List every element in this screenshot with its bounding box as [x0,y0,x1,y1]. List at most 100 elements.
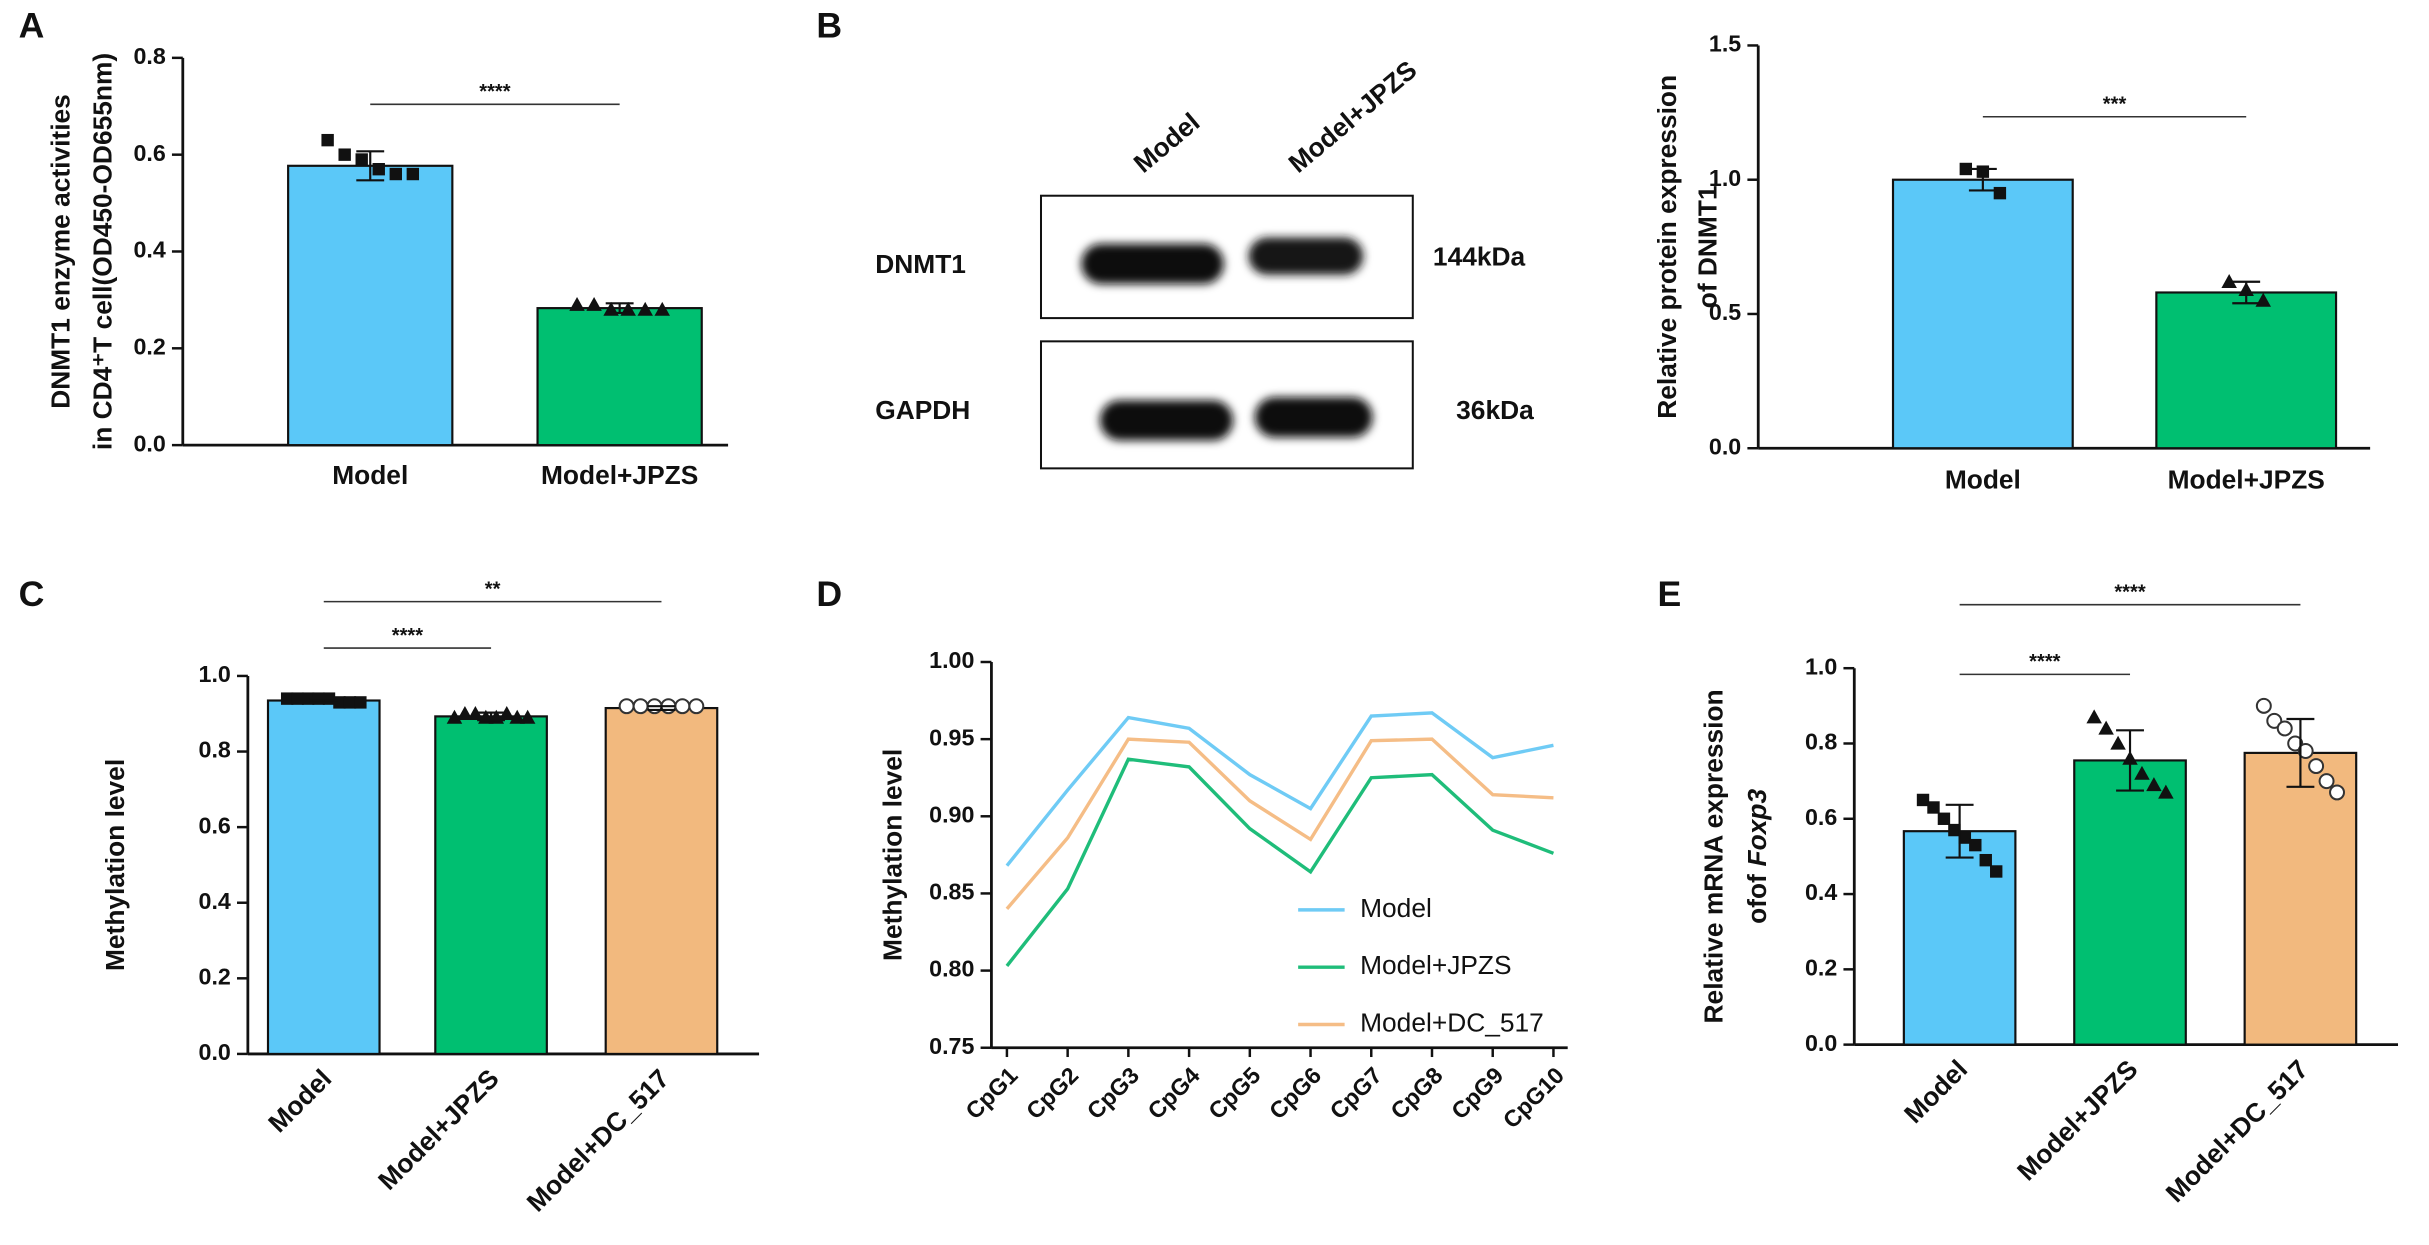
point [280,692,294,705]
point [688,698,705,715]
error-bar [647,705,676,712]
point [2158,784,2174,799]
y-tick-label: 1.0 [1805,653,1837,679]
y-tick-label: 0.8 [1805,729,1837,755]
error-bar [605,302,634,315]
bar [1902,830,2017,1046]
line [1005,757,1555,968]
point [446,709,463,724]
point [467,705,484,720]
size-label: 144kDa [1433,241,1526,271]
point [372,162,385,176]
y-tick-label: 0.75 [929,1033,974,1059]
point [1959,162,1973,176]
point [2146,777,2162,792]
point [569,296,585,311]
y-axis-label: Methylation level [878,749,908,961]
point [389,167,402,181]
x-tick-label: Model [1945,465,2021,495]
point [637,301,653,316]
x-tick-label: CpG8 [1385,1062,1447,1124]
line [1005,711,1554,867]
point [499,705,515,720]
bar [2155,291,2338,450]
point [2221,274,2237,288]
point [406,167,420,181]
x-tick-label: Model [262,1063,337,1138]
x-tick-label: Model+JPZS [372,1063,504,1195]
y-tick-label: 0.0 [199,1039,231,1065]
y-tick-label: 0.2 [1805,954,1837,980]
legend-label: Model+JPZS [1360,950,1511,980]
x-tick-label: Model [1898,1054,1973,1129]
significance-label: **** [2029,651,2060,673]
y-tick-label: 0.6 [199,812,231,838]
x-tick-label: CpG5 [1203,1062,1265,1124]
y-axis-label: in CD4⁺T cell(OD450-OD655nm) [88,53,118,450]
panel-letter: E [1658,574,1682,614]
point [618,698,635,715]
point [1993,186,2007,200]
error-bar [2116,729,2144,792]
error-bar [1945,803,1974,859]
y-tick-label: 0.4 [133,237,165,263]
error-bar [477,711,506,722]
point [1969,838,1982,852]
point [632,698,649,715]
y-axis-label: of [1742,874,1772,899]
y-tick-label: 0.2 [133,333,165,359]
point [509,709,525,724]
y-axis-label: of DNMT1 [1692,185,1722,308]
significance-label: *** [2103,94,2127,116]
point [674,698,691,715]
x-tick-label: Model+DC_517 [521,1063,675,1217]
y-tick-label: 0.0 [133,430,165,456]
point [355,153,368,166]
point [1958,831,1972,844]
y-tick-label: 0.4 [1805,879,1837,905]
panel-letter: C [19,574,45,614]
bar [1891,178,2074,450]
x-tick-label: CpG4 [1143,1062,1205,1124]
point [2287,735,2304,752]
error-bar [356,150,385,182]
x-tick-label: CpG1 [960,1062,1022,1124]
panel-letter: D [816,574,842,614]
blot-band [1254,397,1373,438]
panel-letter: B [816,6,842,46]
y-tick-label: 1.0 [1709,165,1741,191]
x-tick-label: Model+JPZS [2168,465,2325,495]
y-tick-label: 0.0 [1805,1030,1837,1056]
point [2308,758,2325,775]
y-axis-label-gene: Foxp3 [1742,789,1772,867]
bar [604,706,719,1056]
point [321,133,334,147]
y-tick-label: 1.5 [1709,31,1741,57]
y-tick-label: 0.8 [199,737,231,763]
significance-label: ** [485,578,501,600]
point [1990,865,2003,878]
y-tick-label: 0.85 [929,879,974,905]
point [1916,793,1930,807]
point [2134,765,2150,780]
error-bar [2232,280,2261,305]
line [1005,737,1554,910]
y-tick-label: 0.6 [1805,804,1837,830]
point [2086,709,2102,724]
error-bar [2286,717,2315,788]
y-tick-label: 0.95 [929,724,974,750]
bar [2073,759,2187,1046]
bar [536,307,703,447]
blot-band [1099,400,1234,441]
point [2276,720,2293,737]
x-tick-label: CpG3 [1082,1062,1144,1124]
y-axis-label: Methylation level [100,759,130,971]
point [291,692,304,705]
y-tick-label: 0.0 [1709,433,1741,459]
point [654,301,670,316]
size-label: 36kDa [1456,395,1534,425]
error-bar [309,697,338,704]
y-tick-label: 0.4 [199,888,231,914]
